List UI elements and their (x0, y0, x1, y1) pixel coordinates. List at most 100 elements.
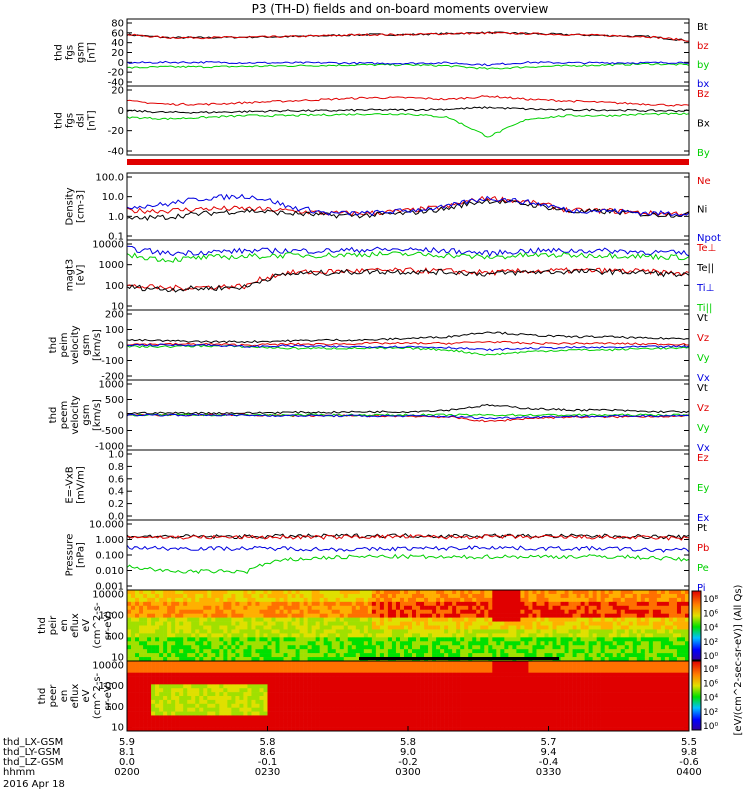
spectrogram-cell (203, 641, 208, 646)
spectrogram-cell (624, 601, 630, 607)
spectrogram-cell (299, 629, 304, 634)
spectrogram-cell (175, 645, 180, 650)
spectrogram-cell (476, 696, 481, 701)
spectrogram-cell (524, 699, 529, 705)
spectrogram-cell (620, 605, 626, 611)
spectrogram-cell (227, 703, 232, 708)
spectrogram-cell (480, 699, 485, 705)
spectrogram-cell (408, 593, 413, 599)
spectrogram-cell (472, 593, 477, 599)
spectrogram-cell (263, 684, 268, 689)
spectrogram-cell (548, 621, 553, 626)
spectrogram-cell (432, 692, 437, 697)
spectrogram-cell (291, 617, 296, 622)
spectrogram-cell (584, 680, 589, 685)
spectrogram-cell (391, 719, 397, 724)
spectrogram-cell (684, 633, 690, 638)
spectrogram-cell (187, 707, 192, 712)
spectrogram-cell (484, 727, 489, 732)
spectrogram-cell (520, 621, 525, 626)
spectrogram-cell (131, 633, 136, 638)
spectrogram-cell (648, 597, 654, 603)
spectrogram-cell (540, 711, 545, 716)
spectrogram-cell (271, 727, 276, 732)
spectrogram-cell (548, 668, 553, 673)
spectrogram-cell (311, 711, 316, 716)
spectrogram-cell (295, 593, 300, 599)
spectrogram-cell (408, 664, 413, 670)
spectrogram-cell (395, 664, 401, 670)
spectrogram-cell (223, 605, 228, 611)
series-line-bx (126, 106, 690, 114)
spectrogram-cell (351, 617, 357, 622)
spectrogram-cell (275, 672, 280, 677)
spectrogram-cell (247, 719, 252, 724)
spectrogram-cell (448, 597, 453, 603)
spectrogram-cell (227, 653, 232, 658)
spectrogram-cell (239, 707, 244, 712)
spectrogram-cell (243, 593, 248, 599)
spectrogram-cell (371, 688, 377, 693)
spectrogram-cell (448, 593, 453, 599)
spectrogram-cell (203, 597, 208, 603)
spectrogram-cell (159, 672, 164, 677)
spectrogram-cell (648, 649, 654, 654)
spectrogram-cell (379, 699, 385, 705)
spectrogram-cell (628, 625, 634, 630)
spectrogram-cell (680, 657, 686, 662)
spectrogram-cell (548, 605, 553, 611)
spectrogram-cell (428, 590, 433, 595)
spectrogram-cell (584, 657, 589, 662)
spectrogram-cell (620, 590, 626, 595)
spectrogram-cell (339, 719, 345, 724)
spectrogram-cell (323, 661, 329, 666)
spectrogram-cell (596, 692, 601, 697)
spectrogram-cell (644, 653, 650, 658)
y-axis-label: peem (59, 401, 70, 429)
spectrogram-cell (448, 637, 453, 642)
spectrogram-cell (428, 692, 433, 697)
spectrogram-cell (275, 653, 280, 658)
spectrogram-cell (440, 645, 445, 650)
spectrogram-cell (303, 680, 308, 685)
spectrogram-cell (219, 605, 224, 611)
spectrogram-cell (295, 723, 300, 728)
spectrogram-cell (440, 719, 445, 724)
spectrogram-cell (648, 601, 654, 607)
spectrogram-cell (151, 680, 156, 685)
spectrogram-cell (159, 715, 164, 720)
spectrogram-cell (568, 703, 573, 708)
spectrogram-cell (608, 601, 614, 607)
spectrogram-cell (175, 680, 180, 685)
spectrogram-cell (351, 633, 357, 638)
spectrogram-cell (444, 723, 449, 728)
spectrogram-cell (676, 613, 682, 618)
spectrogram-cell (436, 593, 441, 599)
spectrogram-cell (199, 688, 204, 693)
spectrogram-cell (580, 621, 585, 626)
spectrogram-cell (267, 668, 272, 673)
y-tick-label: 0 (118, 341, 124, 352)
spectrogram-cell (424, 727, 429, 732)
spectrogram-cell (211, 727, 216, 732)
spectrogram-cell (608, 692, 614, 697)
spectrogram-cell (167, 684, 172, 689)
spectrogram-cell (580, 641, 585, 646)
spectrogram-cell (347, 661, 353, 666)
spectrogram-cell (440, 590, 445, 595)
spectrogram-cell (203, 692, 208, 697)
spectrogram-cell (500, 633, 505, 638)
y-tick-label: -200 (101, 372, 124, 383)
spectrogram-cell (472, 633, 477, 638)
spectrogram-cell (187, 657, 192, 662)
spectrogram-cell (323, 692, 329, 697)
spectrogram-cell (339, 633, 345, 638)
spectrogram-cell (355, 625, 361, 630)
spectrogram-cell (444, 609, 449, 614)
spectrogram-cell (155, 719, 160, 724)
spectrogram-cell (532, 605, 537, 611)
spectrogram-cell (243, 664, 248, 670)
spectrogram-cell (271, 692, 276, 697)
spectrogram-cell (604, 719, 610, 724)
spectrogram-cell (664, 633, 670, 638)
